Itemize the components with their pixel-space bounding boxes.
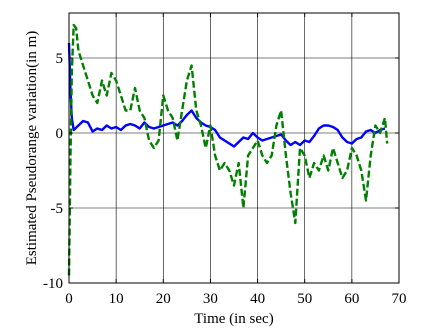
series-line-1 — [67, 23, 389, 276]
y-tick-labels: -10 -5 0 5 — [43, 51, 63, 292]
plot-frame — [68, 12, 400, 284]
y-tick-label: -5 — [51, 201, 64, 217]
x-tick-labels: 0 10 20 30 40 50 60 70 — [65, 291, 406, 307]
y-tick-label: 5 — [56, 51, 64, 67]
x-axis-title: Time (in sec) — [194, 311, 273, 327]
series-line-0 — [67, 42, 386, 148]
x-tick-label: 10 — [109, 291, 124, 307]
x-tick-label: 40 — [250, 291, 265, 307]
x-tick-label: 60 — [344, 291, 359, 307]
x-tick-label: 0 — [65, 291, 73, 307]
x-tick-label: 20 — [156, 291, 171, 307]
x-tick-label: 50 — [297, 291, 312, 307]
y-tick-label: -10 — [43, 276, 63, 292]
tick-marks — [68, 13, 400, 284]
series-layer — [67, 23, 389, 276]
x-tick-label: 30 — [203, 291, 218, 307]
plot-area — [69, 13, 399, 283]
x-tick-label: 70 — [392, 291, 407, 307]
y-tick-label: 0 — [56, 126, 64, 142]
y-axis-title: Estimated Pseudorange variation(in m) — [24, 31, 40, 266]
